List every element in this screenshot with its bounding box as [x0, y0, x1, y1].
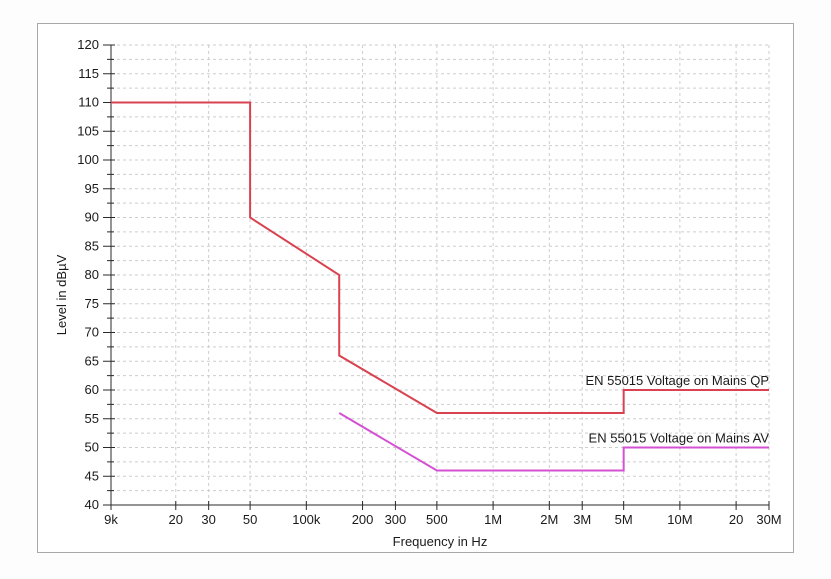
y-tick-label: 120 [77, 37, 99, 52]
y-tick-label: 45 [85, 468, 99, 483]
series-label-qp: EN 55015 Voltage on Mains QP [585, 373, 769, 388]
x-tick-label: 9k [104, 512, 118, 527]
y-tick-label: 95 [85, 181, 99, 196]
y-tick-label: 110 [78, 95, 99, 110]
x-tick-label: 500 [426, 512, 448, 527]
y-tick-label: 100 [77, 152, 99, 167]
x-tick-label: 5M [615, 512, 633, 527]
y-tick-label: 70 [85, 325, 99, 340]
y-tick-label: 65 [85, 353, 99, 368]
chart-panel: 40 45 50 55 60 65 70 75 80 85 90 95 100 105 110 115 120 9… [37, 23, 794, 553]
x-tick-label: 10M [667, 512, 692, 527]
x-tick-label: 20 [169, 512, 183, 527]
x-tick-label: 200 [352, 512, 374, 527]
y-tick-label: 75 [85, 296, 99, 311]
y-tick-label: 50 [85, 440, 99, 455]
y-tick-label: 60 [85, 382, 99, 397]
series-line-qp [111, 101, 769, 414]
y-tick-label: 80 [85, 267, 99, 282]
x-tick-label: 1M [484, 512, 502, 527]
x-tick-label: 30 [201, 512, 215, 527]
y-tick-label: 85 [85, 238, 99, 253]
x-tick-label: 30M [756, 512, 781, 527]
y-tick-label: 90 [85, 210, 99, 225]
x-tick-label: 3M [573, 512, 591, 527]
y-tick-label: 55 [85, 411, 99, 426]
x-tick-label: 50 [243, 512, 257, 527]
y-tick-label: 105 [77, 123, 99, 138]
x-tick-label: 2M [540, 512, 558, 527]
emc-limit-chart: 40 45 50 55 60 65 70 75 80 85 90 95 100 105 110 115 120 9… [54, 37, 782, 549]
y-tick-label: 40 [85, 497, 99, 512]
x-tick-label: 20 [729, 512, 743, 527]
x-tick-label: 100k [292, 512, 321, 527]
y-tick-label: 115 [78, 66, 99, 81]
x-tick-label: 300 [385, 512, 407, 527]
series-line-av [338, 412, 769, 472]
series-label-av: EN 55015 Voltage on Mains AV [589, 431, 770, 446]
y-axis-title: Level in dBµV [54, 254, 69, 335]
x-axis-title: Frequency in Hz [393, 534, 488, 549]
